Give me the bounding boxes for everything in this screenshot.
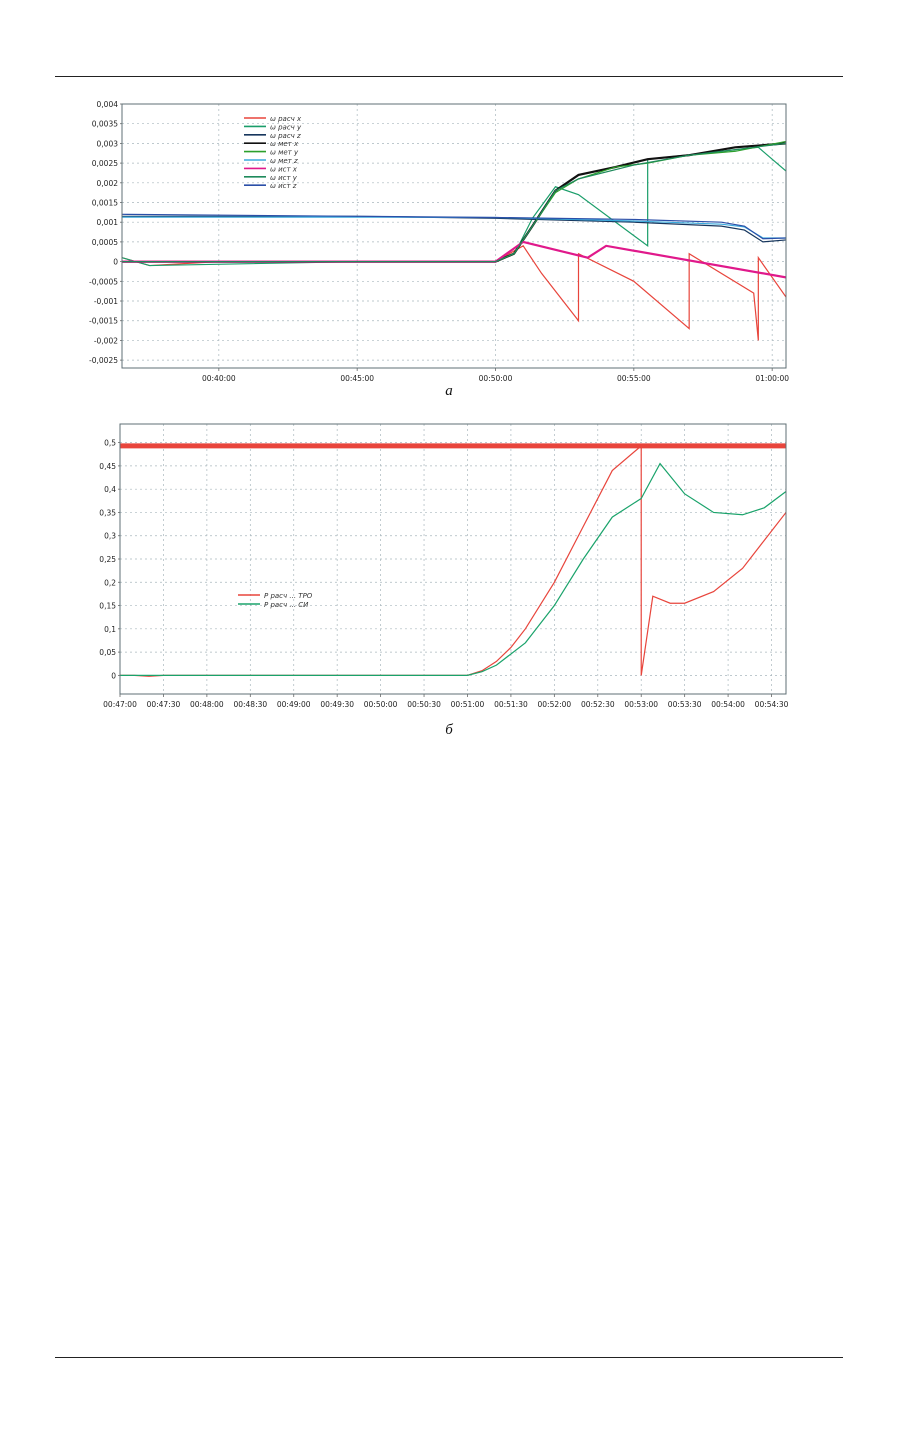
y-tick-label: 0,15 [99,602,116,611]
y-tick-label: 0,5 [104,439,116,448]
chart-probability: 0,5 0,45 0,4 0,35 0,3 0,25 0,2 0,15 0,1 0,05 0 00:4… [99,423,789,709]
series-line-8 [122,142,786,263]
legend-label: ω расч z [270,132,301,140]
x-tick-label: 00:54:30 [755,700,789,709]
y-tick-label: 0,25 [99,555,116,564]
y-tick-label: 0,0035 [92,120,118,129]
chart-angular-velocity: 0,004 0,0035 0,003 0,0025 0,002 0,0015 0,001 0,… [89,100,789,383]
series-line-2 [120,462,786,676]
y-tick-label: 0,0015 [92,199,118,208]
x-tick-label: 00:50:00 [479,374,513,383]
x-tick-label: 00:49:30 [320,700,354,709]
series-line-5 [122,140,786,263]
y-tick-label: -0,001 [94,297,118,306]
footer-rule [55,1357,843,1358]
x-tick-label: 00:52:00 [538,700,572,709]
legend-label: ω расч x [270,115,302,123]
x-tick-label: 00:47:30 [147,700,181,709]
legend-label: ω ист z [270,182,297,190]
legend-label: ω ист x [270,165,298,173]
y-tick-label: 0,35 [99,508,116,517]
y-tick-label: 0,05 [99,648,116,657]
y-tick-label: 0,0025 [92,159,118,168]
y-tick-label: 0,3 [104,532,116,541]
x-tick-label: 00:51:30 [494,700,528,709]
x-tick-label: 00:52:30 [581,700,615,709]
legend-label: ω расч y [270,123,302,131]
y-tick-label: 0,2 [104,578,116,587]
series-line-2 [122,146,786,267]
series-line-6 [122,216,786,239]
x-tick-label: 00:53:00 [624,700,658,709]
plot-frame [121,103,787,369]
y-tick-label: 0,003 [97,139,119,148]
x-tick-label: 01:00:00 [755,374,789,383]
y-tick-label: 0,4 [104,485,116,494]
legend-label: P расч ... СИ [264,601,309,609]
y-tick-label: 0,0005 [92,238,118,247]
legend-label: ω мет z [270,157,298,165]
header-rule [55,76,843,77]
caption-a: а [445,383,453,399]
y-tick-label: 0,001 [97,218,119,227]
series-line-3 [122,215,786,243]
plot-frame [119,423,787,695]
legend-label: ω мет y [270,149,299,157]
y-tick-label: -0,002 [94,336,118,345]
legend-label: P расч ... ТРО [264,592,313,600]
x-tick-label: 00:48:30 [233,700,267,709]
y-tick-label: -0,0025 [89,356,118,365]
x-tick-label: 00:55:00 [617,374,651,383]
x-tick-label: 00:54:00 [711,700,745,709]
y-tick-label: 0,002 [97,179,119,188]
series-line-9 [122,213,786,240]
legend-label: ω ист y [270,174,298,182]
y-tick-label: 0,45 [99,462,116,471]
caption-b: б [445,722,453,738]
y-tick-label: 0 [113,258,118,267]
y-tick-label: 0,004 [97,100,119,109]
x-tick-label: 00:45:00 [340,374,374,383]
legend-label: ω мет x [270,140,299,148]
series-line-1 [120,444,786,677]
x-tick-label: 00:47:00 [103,700,137,709]
x-tick-label: 00:49:00 [277,700,311,709]
y-tick-label: 0 [111,671,116,680]
y-tick-label: -0,0005 [89,277,118,286]
x-tick-label: 00:40:00 [202,374,236,383]
x-tick-label: 00:50:00 [364,700,398,709]
series-line-7 [122,240,786,279]
y-tick-label: -0,0015 [89,317,118,326]
x-tick-label: 00:48:00 [190,700,224,709]
y-tick-label: 0,1 [104,625,116,634]
x-tick-label: 00:51:00 [451,700,485,709]
x-tick-label: 00:53:30 [668,700,702,709]
series-line-4 [122,142,786,263]
x-tick-label: 00:50:30 [407,700,441,709]
